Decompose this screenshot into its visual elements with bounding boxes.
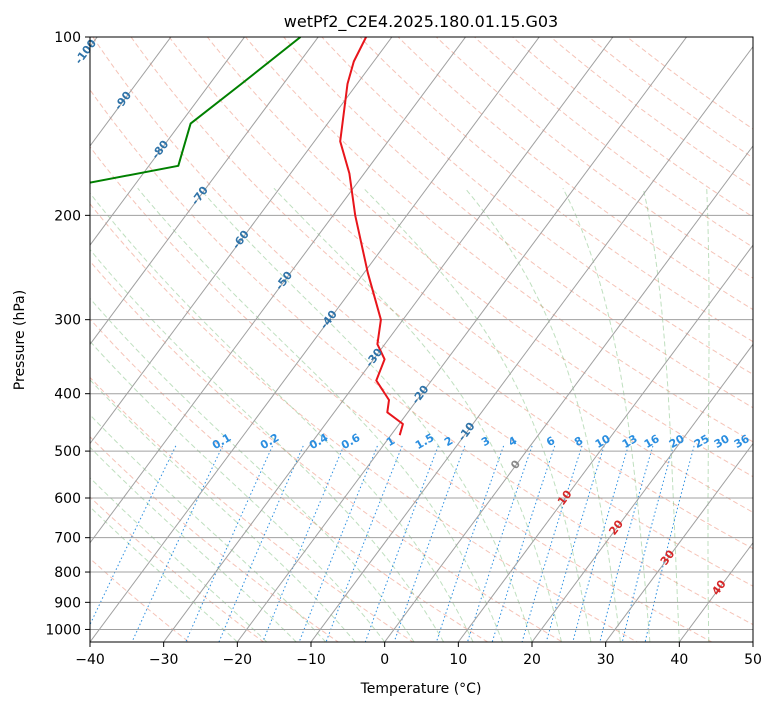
y-axis-label: Pressure (hPa) bbox=[12, 290, 28, 390]
dry-adiabat-line bbox=[511, 37, 753, 218]
dry-adiabat-line bbox=[90, 203, 639, 642]
mixing-ratio-line bbox=[364, 445, 439, 642]
x-tick-label: 40 bbox=[670, 652, 688, 668]
isotherm-gridline bbox=[90, 37, 172, 147]
isotherm-gridline bbox=[90, 37, 319, 346]
moist-adiabat-line bbox=[90, 506, 238, 642]
grid-layer bbox=[90, 37, 753, 642]
mixing-ratio-line bbox=[131, 445, 224, 642]
mixing-ratio-line bbox=[491, 445, 556, 642]
isotherm-gridline bbox=[90, 37, 540, 642]
dry-adiabat-line bbox=[92, 37, 753, 587]
y-tick-label: 200 bbox=[54, 208, 81, 224]
dry-adiabat-line bbox=[206, 37, 753, 478]
dewpoint-profile bbox=[90, 37, 302, 184]
mixing-ratio-line bbox=[218, 445, 304, 642]
dry-adiabat-line bbox=[90, 318, 489, 642]
y-tick-label: 300 bbox=[54, 313, 81, 329]
moist-adiabat-line bbox=[562, 187, 651, 642]
isotherm-gridline bbox=[310, 45, 753, 642]
isotherm-gridline bbox=[90, 37, 393, 445]
isotherm-gridline bbox=[90, 37, 467, 544]
y-tick-label: 900 bbox=[54, 595, 81, 611]
mixing-ratio-line bbox=[90, 445, 177, 626]
isotherm-gridline bbox=[752, 641, 753, 642]
temperature-profile bbox=[339, 37, 404, 436]
x-tick-label: 20 bbox=[523, 652, 541, 668]
mixing-ratio-line bbox=[467, 445, 533, 642]
dry-adiabat-line bbox=[244, 37, 753, 443]
x-tick-label: −30 bbox=[149, 652, 179, 668]
mixing-ratio-line bbox=[185, 445, 273, 642]
isotherm-gridline bbox=[90, 37, 246, 246]
x-tick-label: 0 bbox=[380, 652, 389, 668]
x-tick-label: 30 bbox=[597, 652, 615, 668]
isotherm-gridline bbox=[236, 37, 688, 642]
y-tick-label: 1000 bbox=[45, 622, 81, 638]
moist-adiabat-line bbox=[642, 188, 680, 642]
moist-adiabat-line bbox=[90, 192, 474, 642]
dry-adiabat-line bbox=[90, 496, 265, 642]
data-layer bbox=[90, 37, 404, 436]
y-tick-label: 800 bbox=[54, 565, 81, 581]
plot-background bbox=[90, 37, 753, 642]
x-tick-label: 10 bbox=[449, 652, 467, 668]
y-tick-label: 700 bbox=[54, 531, 81, 547]
dry-adiabat-line bbox=[435, 37, 753, 279]
dry-adiabat-line bbox=[90, 88, 753, 626]
moist-adiabat-line bbox=[90, 340, 386, 642]
mixing-ratio-line bbox=[572, 445, 629, 642]
y-tick-label: 100 bbox=[54, 30, 81, 46]
chart-title: wetPf2_C2E4.2025.180.01.15.G03 bbox=[284, 12, 558, 32]
isotherm-gridline bbox=[163, 37, 614, 642]
moist-adiabat-line bbox=[464, 187, 621, 642]
y-tick-label: 500 bbox=[54, 444, 81, 460]
x-axis-label: Temperature (°C) bbox=[360, 681, 482, 697]
x-tick-label: 50 bbox=[744, 652, 762, 668]
isotherm-gridline bbox=[531, 343, 753, 642]
x-tick-label: −20 bbox=[223, 652, 253, 668]
tick-layer: −40 −30 −20 −10 0 10 20 30 40 50 100 200 300 400 500 60… bbox=[45, 30, 762, 668]
dry-adiabat-line bbox=[90, 145, 713, 642]
mixing-ratio-line bbox=[435, 445, 505, 642]
moist-adiabat-line bbox=[90, 379, 356, 642]
moist-adiabat-line bbox=[273, 187, 562, 642]
y-tick-label: 400 bbox=[54, 387, 81, 403]
dry-adiabat-line bbox=[168, 37, 753, 513]
mixing-ratio-line bbox=[521, 445, 583, 642]
isotherm-gridline bbox=[605, 442, 753, 642]
moist-adiabat-line bbox=[90, 446, 297, 642]
dry-adiabat-line bbox=[90, 260, 564, 642]
isotherm-gridline bbox=[384, 145, 753, 642]
x-tick-label: −40 bbox=[75, 652, 105, 668]
moist-adiabat-line bbox=[90, 477, 268, 642]
dry-adiabat-line bbox=[130, 37, 753, 550]
isotherm-gridline bbox=[457, 244, 753, 642]
moist-adiabat-line bbox=[198, 187, 533, 642]
dry-adiabat-line bbox=[588, 37, 753, 159]
moist-adiabat-line bbox=[90, 297, 415, 642]
x-tick-label: −10 bbox=[296, 652, 326, 668]
plot-frame bbox=[89, 36, 754, 643]
y-tick-label: 600 bbox=[54, 491, 81, 507]
dry-adiabat-line bbox=[397, 37, 753, 311]
dry-adiabat-line bbox=[90, 436, 340, 642]
